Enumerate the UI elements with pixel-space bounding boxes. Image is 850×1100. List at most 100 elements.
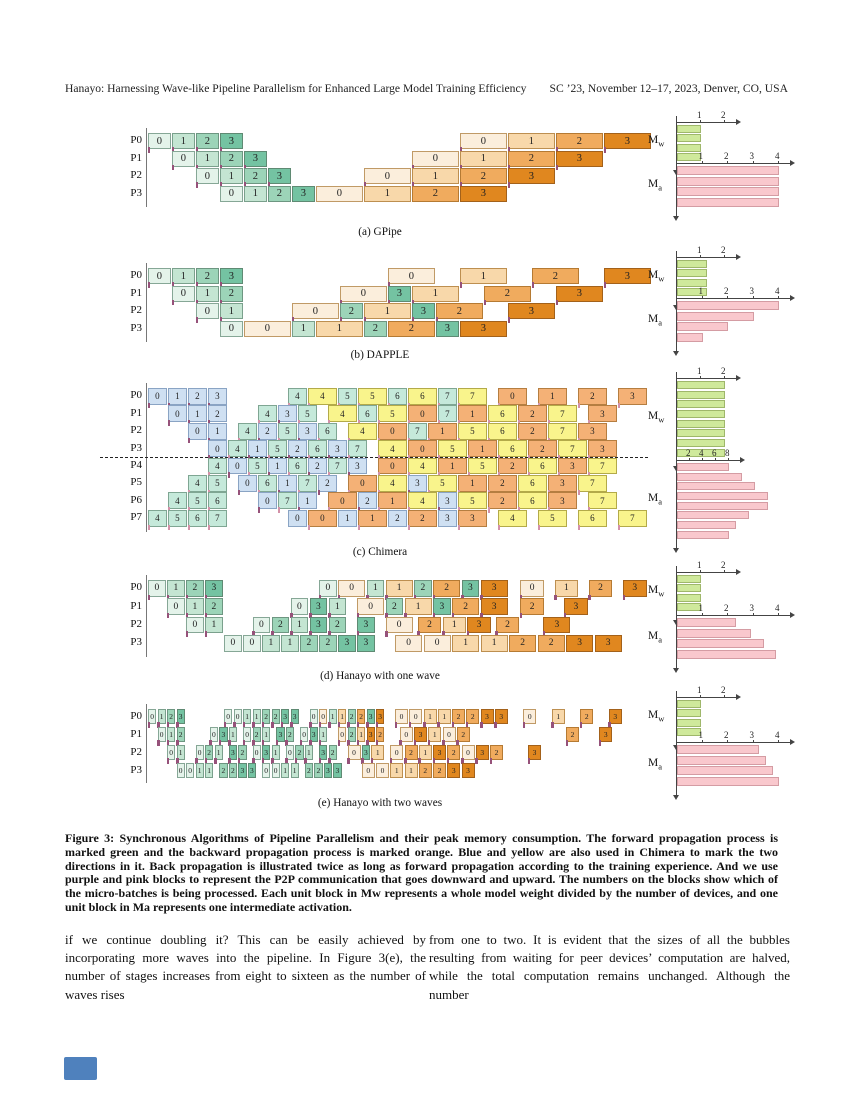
pipeline-block: 0 bbox=[176, 763, 185, 778]
p2p-down-tick bbox=[166, 740, 169, 746]
p2p-down-tick bbox=[219, 282, 222, 288]
pipeline-block: 0 bbox=[148, 709, 157, 724]
p2p-down-tick bbox=[446, 758, 450, 764]
pipeline-block: 3 bbox=[548, 475, 577, 492]
pipeline-block: 2 bbox=[238, 745, 247, 760]
row-label: P3 bbox=[130, 321, 142, 334]
axis-tick bbox=[724, 120, 725, 123]
axis-tick-label: 1 bbox=[698, 286, 704, 296]
pipeline-block: 5 bbox=[208, 475, 227, 492]
pipeline-block: 7 bbox=[208, 509, 227, 527]
link-annotation-box[interactable] bbox=[64, 1057, 97, 1080]
axis-tick bbox=[702, 458, 703, 461]
memory-bar bbox=[677, 269, 707, 278]
p2p-down-tick bbox=[309, 722, 312, 728]
pipeline-block: 3 bbox=[366, 727, 375, 742]
pipeline-block: 0 bbox=[172, 285, 195, 302]
p2p-down-tick bbox=[427, 740, 431, 746]
p2p-down-tick bbox=[361, 758, 364, 764]
pipeline-block: 3 bbox=[176, 709, 185, 724]
pipeline-block: 0 bbox=[347, 745, 361, 760]
pipeline-block: 4 bbox=[288, 388, 307, 405]
pipeline-block: 6 bbox=[518, 492, 547, 510]
p2p-down-tick bbox=[465, 722, 469, 728]
pipeline-block: 0 bbox=[523, 709, 537, 724]
p2p-down-tick bbox=[387, 299, 390, 306]
pipeline-block: 7 bbox=[458, 388, 487, 405]
pipeline-block: 2 bbox=[196, 268, 219, 285]
pipeline-block: 2 bbox=[532, 268, 579, 285]
memory-bar bbox=[677, 287, 707, 296]
pipeline-block: 2 bbox=[412, 185, 459, 202]
p2p-down-tick bbox=[480, 594, 483, 600]
pipeline-block: 0 bbox=[378, 457, 407, 475]
axis-tick bbox=[701, 161, 703, 164]
memory-axis-label: Ma bbox=[648, 492, 663, 507]
memory-axis-label: Mw bbox=[648, 134, 665, 149]
axis-tick bbox=[778, 613, 779, 616]
pipeline-block: 5 bbox=[438, 440, 467, 457]
pipeline-block: 2 bbox=[490, 745, 504, 760]
p2p-down-tick bbox=[176, 740, 179, 746]
pipeline-block: 5 bbox=[188, 492, 207, 510]
pipeline-block: 3 bbox=[433, 745, 447, 760]
pipeline-block: 2 bbox=[417, 616, 442, 634]
pipeline-block: 4 bbox=[378, 440, 407, 457]
memory-bar bbox=[677, 584, 701, 593]
row-label: P0 bbox=[130, 389, 142, 402]
pipeline-block: 1 bbox=[252, 709, 261, 724]
pipeline-block: 3 bbox=[480, 598, 508, 615]
p2p-down-tick bbox=[147, 402, 150, 409]
pipeline-block: 1 bbox=[437, 709, 451, 724]
pipeline-block: 2 bbox=[318, 475, 337, 492]
p2p-down-tick bbox=[480, 722, 483, 728]
memory-axis-label: Ma bbox=[648, 312, 663, 327]
pipeline-block: 3 bbox=[460, 185, 507, 202]
pipeline-block: 0 bbox=[348, 475, 377, 492]
row-label: P1 bbox=[130, 727, 142, 740]
pipeline-block: 0 bbox=[361, 763, 375, 778]
pipeline-block: 2 bbox=[566, 727, 580, 742]
memory-chart-x-axis bbox=[676, 572, 736, 573]
memory-bar bbox=[677, 278, 707, 287]
p2p-down-tick bbox=[275, 740, 279, 746]
pipeline-block: 3 bbox=[309, 727, 318, 742]
pipeline-block: 6 bbox=[498, 440, 527, 457]
pipeline-block: 3 bbox=[361, 745, 371, 760]
pipeline-block: 1 bbox=[418, 745, 432, 760]
pipeline-block: 1 bbox=[366, 580, 385, 597]
memory-chart-y-axis bbox=[676, 691, 677, 746]
pipeline-block: 0 bbox=[148, 388, 167, 405]
pipeline-block: 2 bbox=[376, 727, 385, 742]
p2p-down-tick bbox=[385, 631, 388, 637]
pipeline-block: 1 bbox=[262, 727, 271, 742]
pipeline-block: 5 bbox=[428, 475, 457, 492]
p2p-up-tick bbox=[537, 524, 540, 531]
axis-tick bbox=[724, 255, 725, 258]
row-label: P4 bbox=[130, 459, 142, 471]
memory-bar bbox=[677, 176, 779, 186]
p2p-down-tick bbox=[404, 612, 407, 619]
pipeline-block: 7 bbox=[548, 405, 577, 423]
pipeline-block: 1 bbox=[460, 268, 507, 285]
pipeline-block: 2 bbox=[518, 422, 547, 440]
memory-chart-y-axis bbox=[676, 566, 677, 621]
pipeline-block: 3 bbox=[604, 268, 651, 285]
subfigure-caption: (d) Hanayo with one wave bbox=[320, 670, 440, 682]
p2p-down-tick bbox=[411, 317, 414, 323]
p2p-down-tick bbox=[555, 164, 558, 171]
pipeline-block: 1 bbox=[167, 580, 185, 597]
p2p-down-tick bbox=[280, 722, 283, 728]
pipeline-block: 3 bbox=[618, 388, 647, 405]
row-label: P3 bbox=[130, 763, 142, 776]
pipeline-block: 3 bbox=[228, 745, 238, 760]
pipeline-block: 5 bbox=[468, 457, 497, 475]
pipeline-block: 0 bbox=[395, 709, 409, 724]
axis-arrow-icon bbox=[790, 739, 795, 745]
pipeline-block: 3 bbox=[594, 635, 622, 652]
pipeline-block: 0 bbox=[285, 745, 295, 760]
p2p-down-tick bbox=[519, 594, 523, 600]
p2p-down-tick bbox=[347, 722, 350, 728]
p2p-down-tick bbox=[475, 758, 478, 764]
row-label: P1 bbox=[130, 286, 142, 299]
